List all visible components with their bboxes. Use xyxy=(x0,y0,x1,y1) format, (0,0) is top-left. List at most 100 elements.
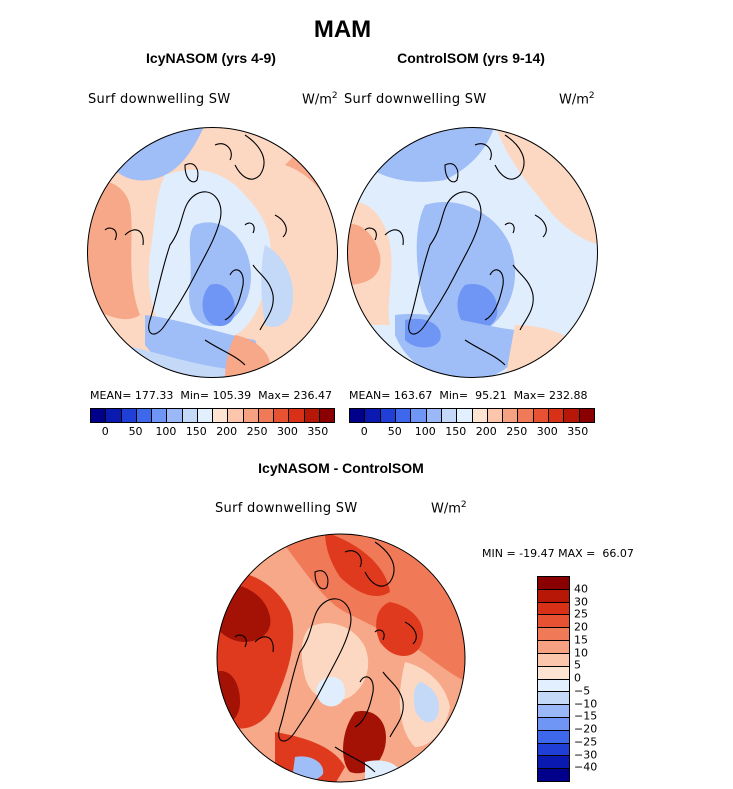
colorbar-swatch xyxy=(91,409,107,422)
colorbar-tick-label: 250 xyxy=(506,425,528,438)
colorbar-swatch xyxy=(579,409,594,422)
colorbar-swatch xyxy=(365,409,381,422)
panel-2-polar-map xyxy=(347,127,598,378)
contour-light-east xyxy=(261,245,294,327)
colorbar-swatch xyxy=(152,409,168,422)
contour-salmon-west xyxy=(87,181,140,320)
colorbar-swatch xyxy=(106,409,122,422)
colorbar-swatch xyxy=(487,409,504,422)
colorbar-tick-label: 100 xyxy=(155,425,177,438)
panel-1-units: W/m2 xyxy=(302,91,338,108)
colorbar-tick-label: 15 xyxy=(574,633,588,647)
coastlines xyxy=(234,541,417,773)
colorbar-swatch xyxy=(538,730,569,744)
contour-salmon-west xyxy=(347,224,381,285)
colorbar-swatch xyxy=(533,409,550,422)
colorbar-tick-label: 50 xyxy=(387,425,402,438)
panel-2-title: ControlSOM (yrs 9-14) xyxy=(397,50,545,66)
panel-1-title: IcyNASOM (yrs 4-9) xyxy=(146,50,276,66)
panel-3-units: W/m2 xyxy=(431,500,467,517)
colorbar-swatch xyxy=(538,666,569,680)
colorbar-swatch xyxy=(411,409,427,422)
colorbar-tick-label: −30 xyxy=(574,748,598,761)
colorbar-swatch xyxy=(538,577,569,590)
colorbar-tick-label: −15 xyxy=(574,709,598,723)
panel-3-colorbar xyxy=(537,576,570,782)
colorbar-tick-label: 150 xyxy=(445,425,467,438)
colorbar-tick-label: 25 xyxy=(574,607,588,621)
colorbar-tick-label: 350 xyxy=(307,425,329,438)
colorbar-tick-label: −40 xyxy=(574,760,598,774)
colorbar-swatch xyxy=(319,409,334,422)
panel-2-stats: MEAN= 163.67 Min= 95.21 Max= 232.88 xyxy=(349,389,588,402)
colorbar-swatch xyxy=(243,409,259,422)
season-title: MAM xyxy=(313,16,372,43)
colorbar-swatch xyxy=(457,409,473,422)
contour-salmon-east xyxy=(285,145,338,235)
colorbar-swatch xyxy=(538,743,569,757)
contour-blue-northwest xyxy=(245,545,267,564)
colorbar-swatch xyxy=(538,589,569,603)
colorbar-swatch xyxy=(121,409,137,422)
panel-2-colorbar xyxy=(349,408,595,423)
panel-1-variable-label: Surf downwelling SW xyxy=(88,92,231,107)
contour-blue-dark xyxy=(202,284,235,327)
colorbar-swatch xyxy=(538,756,569,770)
colorbar-swatch xyxy=(274,409,290,422)
colorbar-tick-label: 50 xyxy=(128,425,143,438)
colorbar-tick-label: −10 xyxy=(574,697,598,710)
colorbar-tick-label: 200 xyxy=(216,425,238,438)
colorbar-swatch xyxy=(258,409,274,422)
colorbar-swatch xyxy=(136,409,152,422)
colorbar-swatch xyxy=(182,409,198,422)
panel-2-variable-label: Surf downwelling SW xyxy=(344,92,487,107)
panel-3-variable-label: Surf downwelling SW xyxy=(215,501,358,516)
panel-1-colorbar-ticks: 0 50 100 150 200 250 300 350 xyxy=(90,425,333,439)
colorbar-tick-label: 150 xyxy=(185,425,207,438)
contour-salmon-southwest xyxy=(100,264,127,302)
colorbar-swatch xyxy=(395,409,412,422)
panel-1-stats: MEAN= 177.33 Min= 105.39 Max= 236.47 xyxy=(90,389,333,402)
panel-1-polar-map xyxy=(87,127,338,378)
panel-3-colorbar-ticks: 40 30 25 20 15 10 5 0 −5 −10 −15 −20 −25 −30 −40 xyxy=(574,576,614,780)
contour-red-north xyxy=(325,534,390,596)
coastlines xyxy=(364,134,547,366)
colorbar-tick-label: 10 xyxy=(574,646,588,659)
colorbar-swatch xyxy=(564,409,580,422)
colorbar-swatch xyxy=(304,409,320,422)
colorbar-tick-label: 250 xyxy=(246,425,268,438)
colorbar-tick-label: 100 xyxy=(414,425,436,438)
colorbar-swatch xyxy=(518,409,534,422)
colorbar-swatch xyxy=(228,409,244,422)
colorbar-tick-label: 0 xyxy=(101,425,109,438)
colorbar-tick-label: −25 xyxy=(574,735,598,749)
colorbar-tick-label: 350 xyxy=(567,425,589,438)
colorbar-tick-label: 0 xyxy=(360,425,368,438)
colorbar-tick-label: −5 xyxy=(574,684,591,698)
colorbar-swatch xyxy=(167,409,183,422)
panel-3-polar-map xyxy=(216,533,466,783)
colorbar-tick-label: −20 xyxy=(574,722,598,736)
colorbar-swatch xyxy=(538,615,569,629)
colorbar-tick-label: 200 xyxy=(475,425,497,438)
colorbar-tick-label: 5 xyxy=(574,658,581,672)
panel-2-units: W/m2 xyxy=(559,91,595,108)
colorbar-swatch xyxy=(538,705,569,718)
colorbar-tick-label: 30 xyxy=(574,595,588,608)
colorbar-swatch xyxy=(503,409,519,422)
contour-peach-southeast xyxy=(505,325,585,378)
colorbar-swatch xyxy=(197,409,213,422)
colorbar-swatch xyxy=(380,409,396,422)
colorbar-swatch xyxy=(213,409,229,422)
contour-blue-south xyxy=(293,756,324,781)
contour-blue-southeast xyxy=(413,682,440,723)
colorbar-swatch xyxy=(538,717,569,731)
panel-2-colorbar-ticks: 0 50 100 150 200 250 300 350 xyxy=(349,425,593,439)
contour-blue-dark-south xyxy=(405,318,441,348)
colorbar-swatch xyxy=(549,409,565,422)
colorbar-swatch xyxy=(441,409,458,422)
colorbar-swatch xyxy=(350,409,366,422)
colorbar-swatch xyxy=(289,409,305,422)
colorbar-tick-label: 300 xyxy=(276,425,298,438)
contour-light-center xyxy=(316,676,345,707)
